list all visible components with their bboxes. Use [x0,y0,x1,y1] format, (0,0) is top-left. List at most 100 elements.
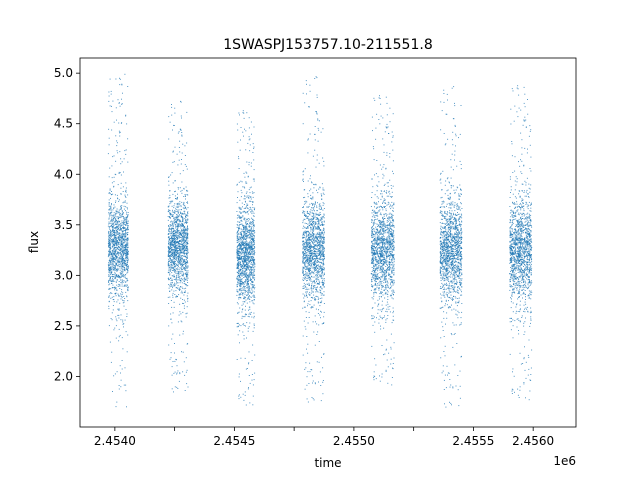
data-point [178,234,180,236]
data-point [187,272,189,274]
data-point [245,299,247,301]
data-point [169,194,171,196]
data-point [115,295,117,297]
data-point [315,288,317,290]
data-point [171,280,173,282]
data-point [181,201,183,203]
data-point [183,268,185,270]
data-point [113,224,115,226]
data-point [323,193,325,195]
data-point [310,287,312,289]
data-point [237,266,239,268]
data-point [116,253,118,255]
data-point [187,218,189,220]
data-point [313,304,315,306]
data-point [112,309,114,311]
data-point [186,242,188,243]
data-point [175,232,177,234]
data-point [127,138,129,140]
data-point [306,268,308,270]
data-point [243,285,245,287]
data-point [169,239,170,241]
data-point [241,241,243,243]
data-point [123,276,125,278]
data-point [318,361,320,363]
data-point [121,291,123,293]
data-point [126,269,128,271]
data-point [307,303,309,305]
data-point [180,279,182,281]
data-point [121,283,123,285]
data-point [174,258,176,260]
data-point [110,253,112,255]
data-point [244,259,246,261]
data-point [178,245,180,247]
data-point [320,207,322,209]
data-point [308,264,310,266]
data-point [243,338,245,340]
data-point [319,205,321,207]
data-point [127,280,129,281]
data-point [119,277,121,279]
data-point [312,236,314,238]
data-point [304,247,306,249]
data-point [253,208,255,210]
data-point [183,264,185,265]
data-point [243,254,245,256]
data-point [125,231,126,233]
data-point [172,209,173,211]
data-point [180,249,182,251]
data-point [246,247,248,249]
data-point [239,282,241,284]
data-point [175,255,177,256]
data-point [112,252,114,253]
data-point [252,290,254,292]
data-point [123,296,125,297]
data-point [247,242,249,244]
data-point [316,77,318,79]
data-point [247,229,249,231]
data-point [171,216,173,217]
data-point [179,252,181,254]
data-point [115,228,117,230]
data-point [249,223,251,225]
data-point [245,226,247,228]
data-point [253,317,255,319]
data-point [313,267,315,269]
data-point [246,282,248,284]
data-point [185,357,187,359]
data-point [185,273,187,275]
data-point [170,280,172,281]
data-point [177,260,178,262]
data-point [179,289,180,291]
data-point [176,252,178,254]
data-point [180,320,182,322]
data-point [252,201,254,203]
data-point [236,326,238,328]
data-point [244,271,246,273]
data-point [239,241,241,243]
data-point [177,218,179,220]
data-point [315,245,317,247]
data-point [186,343,188,345]
data-point [125,218,127,220]
data-point [109,256,111,258]
data-point [109,78,111,80]
data-point [320,385,322,386]
data-point [179,173,181,175]
data-point [170,263,172,265]
data-point [124,200,126,202]
data-point [172,262,174,264]
data-point [246,322,248,324]
data-point [304,294,306,296]
data-point [109,267,111,269]
data-point [181,261,183,263]
data-point [171,240,173,242]
data-point [185,240,187,242]
data-point [238,277,240,279]
data-point [310,223,312,224]
data-point [323,269,325,271]
data-point [174,352,175,354]
data-point [115,316,117,318]
data-point [316,217,318,219]
